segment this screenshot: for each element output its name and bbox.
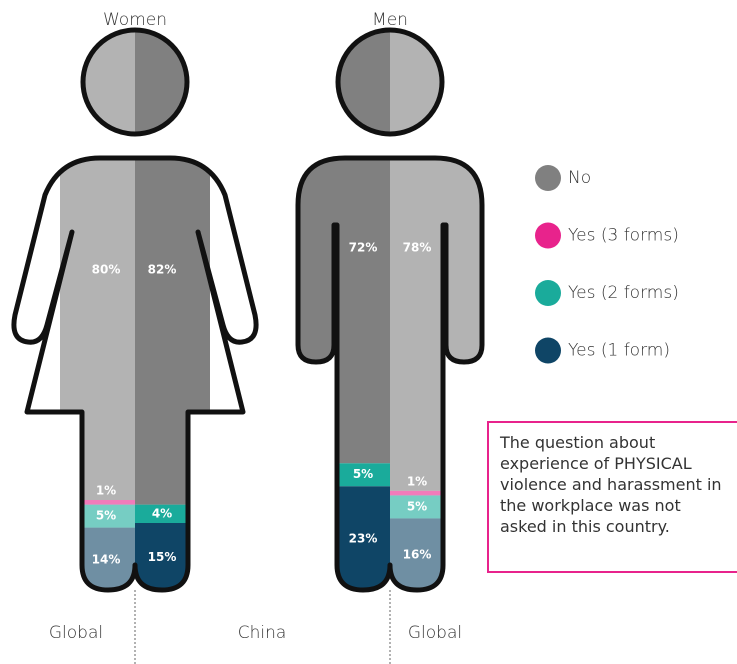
legend-label: Yes (2 forms) — [568, 283, 679, 303]
data-label: 23% — [349, 532, 378, 546]
data-label: 14% — [92, 552, 121, 566]
data-label: 5% — [353, 467, 373, 481]
group-title: Women — [103, 10, 167, 30]
segment — [390, 495, 482, 519]
data-label: 1% — [96, 484, 116, 498]
legend-label: No — [568, 168, 591, 188]
data-label: 82% — [148, 263, 177, 277]
figure — [298, 30, 482, 590]
segment — [135, 504, 210, 523]
legend-label: Yes (1 form) — [568, 341, 670, 361]
category-label: Global — [49, 623, 103, 643]
segment — [298, 463, 390, 487]
legend-marker — [535, 280, 561, 306]
legend-marker — [535, 165, 561, 191]
data-label: 80% — [92, 263, 121, 277]
data-label: 16% — [403, 548, 432, 562]
legend-label: Yes (3 forms) — [568, 226, 679, 246]
data-label: 15% — [148, 550, 177, 564]
group-title: Men — [372, 10, 408, 30]
data-label: 5% — [96, 509, 116, 523]
data-label: 4% — [152, 506, 172, 520]
outline — [80, 27, 190, 137]
data-label: 1% — [407, 474, 427, 488]
data-label: 5% — [407, 499, 427, 513]
legend-marker — [535, 337, 561, 364]
category-label: Global — [408, 623, 462, 643]
category-label: China — [238, 623, 287, 643]
outline — [335, 27, 445, 137]
data-label: 72% — [349, 241, 378, 255]
segment — [390, 490, 482, 496]
segment — [60, 500, 135, 505]
note: The question about experience of PHYSICA… — [487, 421, 737, 573]
data-label: 78% — [403, 241, 432, 255]
legend-marker — [535, 222, 561, 249]
